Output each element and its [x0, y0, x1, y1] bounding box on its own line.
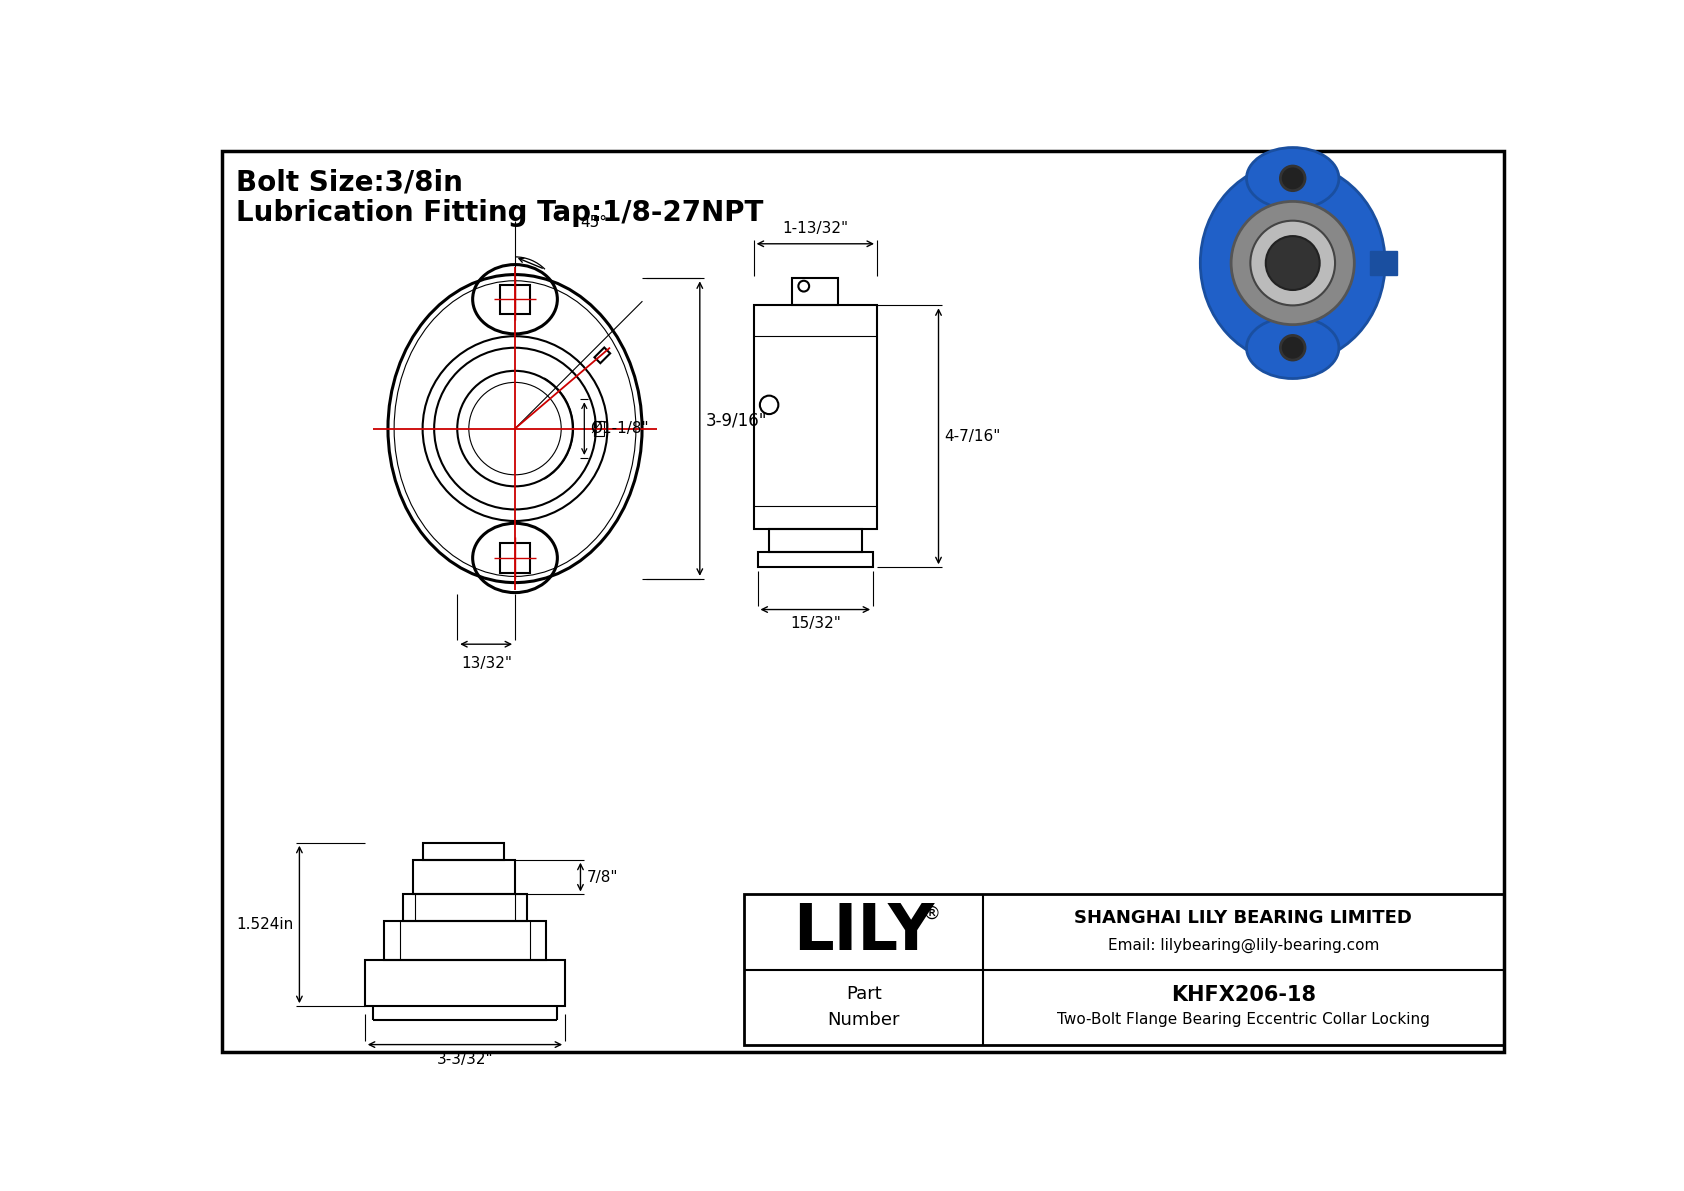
Bar: [384, 922, 546, 960]
Bar: [791, 279, 839, 305]
Bar: [1369, 251, 1396, 275]
Bar: [758, 551, 872, 567]
Text: LILY: LILY: [793, 900, 935, 964]
Text: 3-9/16": 3-9/16": [706, 412, 768, 430]
Bar: [404, 894, 527, 922]
Circle shape: [1280, 166, 1305, 191]
Text: 15/32": 15/32": [790, 616, 840, 631]
Bar: [500, 285, 530, 314]
Circle shape: [1266, 236, 1320, 289]
Bar: [770, 529, 862, 551]
Text: Email: lilybearing@lily-bearing.com: Email: lilybearing@lily-bearing.com: [1108, 939, 1379, 954]
Text: 3-3/32": 3-3/32": [436, 1053, 493, 1067]
Text: Two-Bolt Flange Bearing Eccentric Collar Locking: Two-Bolt Flange Bearing Eccentric Collar…: [1058, 1012, 1430, 1027]
Bar: [594, 420, 603, 436]
Ellipse shape: [1246, 317, 1339, 379]
Text: 13/32": 13/32": [461, 656, 512, 671]
Text: Part
Number: Part Number: [827, 985, 899, 1029]
Text: 1.524in: 1.524in: [236, 917, 293, 933]
Ellipse shape: [1246, 148, 1339, 210]
Ellipse shape: [1201, 163, 1386, 363]
Bar: [744, 894, 1504, 1045]
Text: 7/8": 7/8": [586, 869, 618, 885]
Circle shape: [1231, 201, 1354, 325]
Bar: [500, 543, 530, 573]
Bar: [594, 348, 610, 363]
Bar: [413, 860, 515, 894]
Circle shape: [1250, 220, 1335, 305]
Bar: [754, 305, 877, 529]
Text: Ø1-1/8": Ø1-1/8": [591, 422, 648, 436]
Text: 1-13/32": 1-13/32": [783, 222, 849, 236]
Circle shape: [1280, 336, 1305, 360]
Text: KHFX206-18: KHFX206-18: [1170, 985, 1315, 1005]
Text: Bolt Size:3/8in: Bolt Size:3/8in: [236, 168, 463, 197]
Bar: [365, 960, 566, 1006]
Text: ®: ®: [923, 904, 941, 923]
Text: 4-7/16": 4-7/16": [945, 429, 1000, 444]
Bar: [423, 843, 504, 860]
Text: 45°: 45°: [581, 214, 608, 230]
Text: SHANGHAI LILY BEARING LIMITED: SHANGHAI LILY BEARING LIMITED: [1074, 909, 1413, 927]
Text: Lubrication Fitting Tap:1/8-27NPT: Lubrication Fitting Tap:1/8-27NPT: [236, 199, 763, 227]
